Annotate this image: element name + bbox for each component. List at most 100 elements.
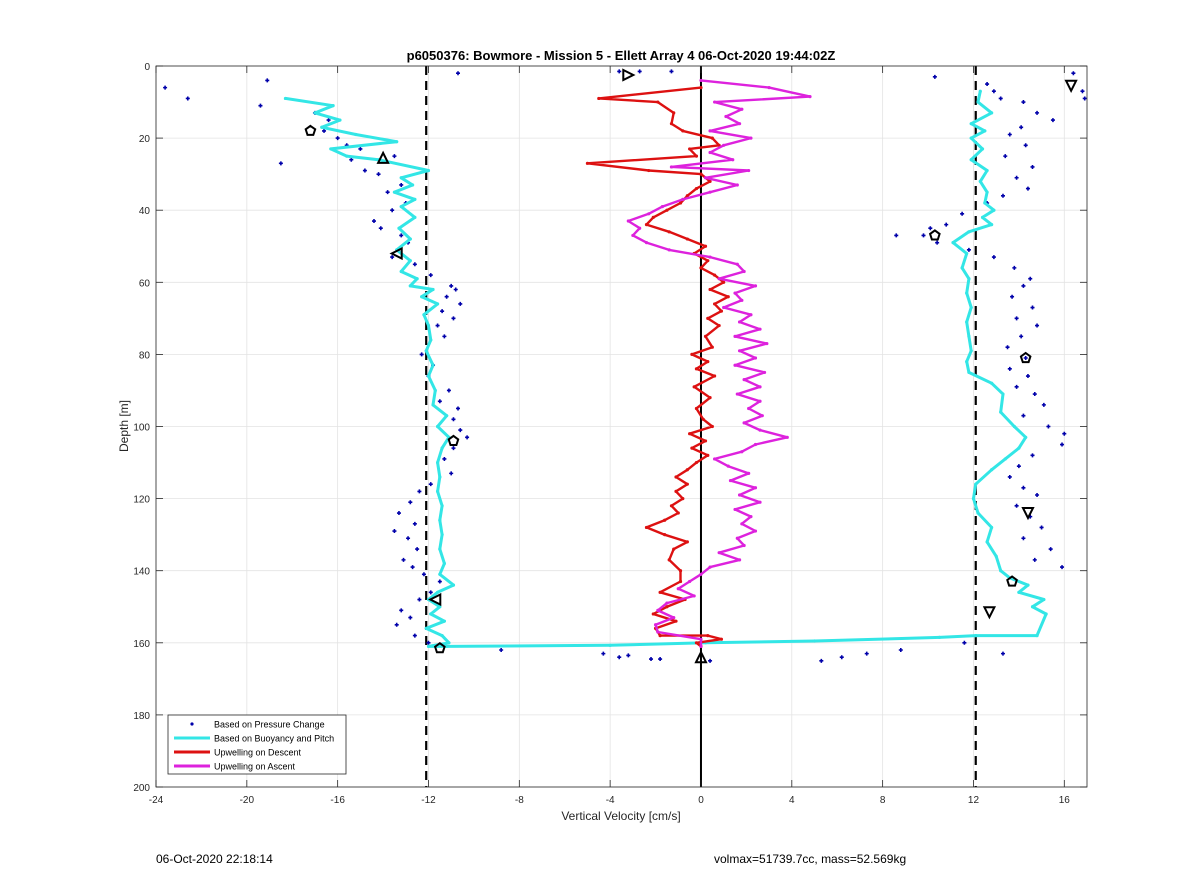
event-marker xyxy=(694,649,708,664)
pressure-point xyxy=(1007,132,1012,137)
series-vertex xyxy=(733,291,737,295)
pressure-point xyxy=(1019,125,1024,130)
series-vertex xyxy=(985,190,989,194)
series-vertex xyxy=(331,104,335,108)
pressure-point xyxy=(358,146,363,151)
event-marker xyxy=(433,641,446,654)
series-vertex xyxy=(713,302,717,306)
series-vertex xyxy=(701,417,705,421)
series-vertex xyxy=(685,237,689,241)
series-vertex xyxy=(1001,392,1005,396)
series-vertex xyxy=(651,612,655,616)
series-vertex xyxy=(438,605,442,609)
series-vertex xyxy=(713,100,717,104)
series-vertex xyxy=(719,637,724,641)
pressure-point xyxy=(1032,557,1037,562)
pressure-point xyxy=(406,536,411,541)
pressure-point xyxy=(326,118,331,123)
series-vertex xyxy=(415,277,419,281)
series-vertex xyxy=(435,489,440,493)
series-vertex xyxy=(990,525,994,530)
series-based-on-pressure-change xyxy=(163,69,1087,663)
series-vertex xyxy=(354,132,358,137)
y-axis-label: Depth [m] xyxy=(117,400,131,452)
series-vertex xyxy=(708,255,712,259)
series-vertex xyxy=(717,551,721,555)
series-vertex xyxy=(438,572,442,576)
series-vertex xyxy=(974,482,978,486)
pressure-point xyxy=(991,89,996,94)
x-tick-label: -12 xyxy=(421,795,436,806)
pressure-point xyxy=(417,489,422,494)
pressure-point xyxy=(960,211,965,216)
series-vertex xyxy=(719,309,724,313)
series-vertex xyxy=(699,572,703,576)
series-vertex xyxy=(585,161,590,165)
series-vertex xyxy=(965,251,969,256)
series-vertex xyxy=(410,183,415,187)
pressure-point xyxy=(392,529,397,534)
series-vertex xyxy=(706,360,710,364)
pressure-point xyxy=(626,653,631,658)
series-vertex xyxy=(976,511,980,515)
series-vertex xyxy=(969,122,973,126)
series-vertex xyxy=(665,208,669,212)
series-vertex xyxy=(669,122,674,126)
series-vertex xyxy=(442,619,446,623)
pressure-point xyxy=(335,136,340,141)
series-vertex xyxy=(735,536,739,540)
pressure-point xyxy=(1032,392,1037,397)
pressure-point xyxy=(458,428,463,433)
series-vertex xyxy=(438,518,442,522)
series-vertex xyxy=(694,460,699,465)
series-vertex xyxy=(699,78,703,83)
pressure-point xyxy=(449,471,454,476)
x-tick-label: 0 xyxy=(698,795,704,806)
series-vertex xyxy=(753,486,758,490)
pressure-point xyxy=(465,435,470,440)
series-vertex xyxy=(408,284,412,288)
pressure-point xyxy=(1080,89,1085,94)
series-vertex xyxy=(1003,457,1007,461)
series-vertex xyxy=(758,385,762,389)
series-vertex xyxy=(694,186,699,191)
series-vertex xyxy=(717,277,721,281)
series-vertex xyxy=(708,129,712,133)
series-vertex xyxy=(706,259,710,263)
pressure-point xyxy=(1060,442,1065,447)
y-tick-label: 80 xyxy=(139,350,151,361)
series-vertex xyxy=(413,215,417,220)
series-vertex xyxy=(445,644,449,649)
series-vertex xyxy=(338,118,342,122)
pressure-point xyxy=(1030,305,1035,310)
pressure-point xyxy=(1021,413,1026,418)
pressure-point xyxy=(421,572,426,577)
series-vertex xyxy=(753,529,758,533)
series-vertex xyxy=(667,558,671,562)
series-vertex xyxy=(747,406,751,411)
pressure-point xyxy=(928,226,933,231)
series-vertex xyxy=(749,136,753,140)
series-vertex xyxy=(708,150,712,155)
y-tick-label: 140 xyxy=(133,567,150,578)
series-vertex xyxy=(722,305,726,310)
series-vertex xyxy=(424,626,428,630)
pressure-point xyxy=(1014,316,1019,321)
marker-layer xyxy=(304,68,1078,664)
series-vertex xyxy=(426,644,431,649)
series-vertex xyxy=(753,442,758,447)
series-vertex xyxy=(688,579,692,584)
x-tick-label: 12 xyxy=(968,795,980,806)
pressure-point xyxy=(453,287,458,292)
series-vertex xyxy=(672,547,676,551)
pressure-point xyxy=(408,615,413,620)
series-vertex xyxy=(658,590,662,594)
pressure-point xyxy=(898,648,903,653)
pressure-point xyxy=(426,640,431,645)
series-vertex xyxy=(672,615,676,620)
series-vertex xyxy=(999,410,1003,414)
series-vertex xyxy=(731,158,735,162)
series-vertex xyxy=(937,635,942,639)
series-vertex xyxy=(733,334,737,338)
series-vertex xyxy=(978,179,982,183)
